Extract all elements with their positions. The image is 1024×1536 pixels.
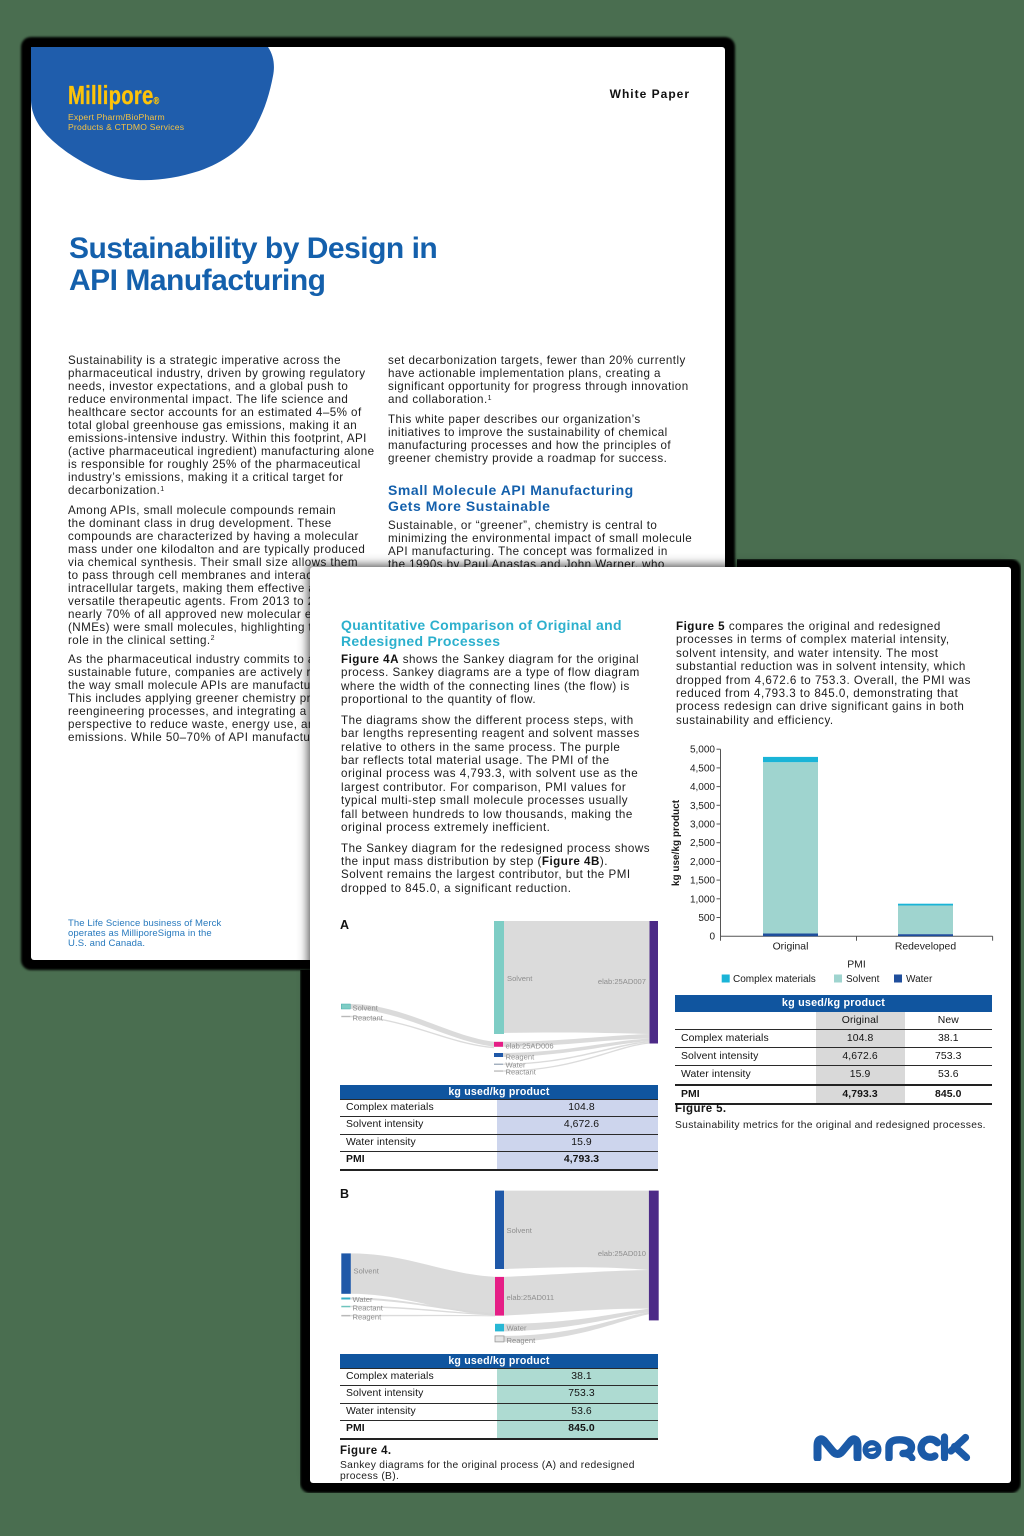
svg-text:1,000: 1,000 — [690, 894, 715, 905]
svg-text:Solvent: Solvent — [507, 1226, 533, 1235]
svg-text:Reactant: Reactant — [353, 1013, 384, 1022]
svg-text:Solvent: Solvent — [353, 1004, 379, 1013]
svg-text:2,500: 2,500 — [690, 838, 715, 849]
svg-text:kg use/kg product: kg use/kg product — [671, 799, 682, 886]
svg-text:Reagent: Reagent — [506, 1052, 536, 1061]
svg-text:elab:25AD011: elab:25AD011 — [507, 1293, 555, 1302]
svg-text:4,500: 4,500 — [690, 763, 715, 774]
svg-text:Reactant: Reactant — [506, 1068, 537, 1077]
svg-text:3,000: 3,000 — [690, 820, 715, 831]
svg-text:4,000: 4,000 — [690, 782, 715, 793]
svg-text:500: 500 — [698, 913, 715, 924]
svg-text:elab:25AD006: elab:25AD006 — [506, 1042, 554, 1051]
svg-text:Redeveloped: Redeveloped — [895, 942, 956, 953]
svg-text:Solvent: Solvent — [354, 1267, 380, 1276]
svg-text:Water: Water — [353, 1295, 373, 1304]
svg-text:Water: Water — [507, 1323, 527, 1332]
svg-text:Water: Water — [906, 974, 933, 985]
svg-text:2,000: 2,000 — [690, 857, 715, 868]
svg-text:Solvent: Solvent — [846, 974, 880, 985]
svg-text:PMI: PMI — [847, 960, 865, 971]
svg-text:Original: Original — [773, 942, 809, 953]
svg-text:Reactant: Reactant — [353, 1303, 384, 1312]
svg-text:1,500: 1,500 — [690, 876, 715, 887]
svg-text:elab:25AD010: elab:25AD010 — [598, 1249, 646, 1258]
svg-text:3,500: 3,500 — [690, 801, 715, 812]
svg-text:Reagent: Reagent — [353, 1312, 383, 1321]
svg-text:elab:25AD007: elab:25AD007 — [598, 977, 646, 986]
svg-text:Complex materials: Complex materials — [733, 974, 816, 985]
svg-text:0: 0 — [709, 932, 715, 943]
svg-text:Solvent: Solvent — [507, 974, 533, 983]
svg-text:Reagent: Reagent — [507, 1336, 537, 1345]
svg-text:5,000: 5,000 — [690, 745, 715, 756]
svg-text:Water: Water — [506, 1061, 526, 1070]
